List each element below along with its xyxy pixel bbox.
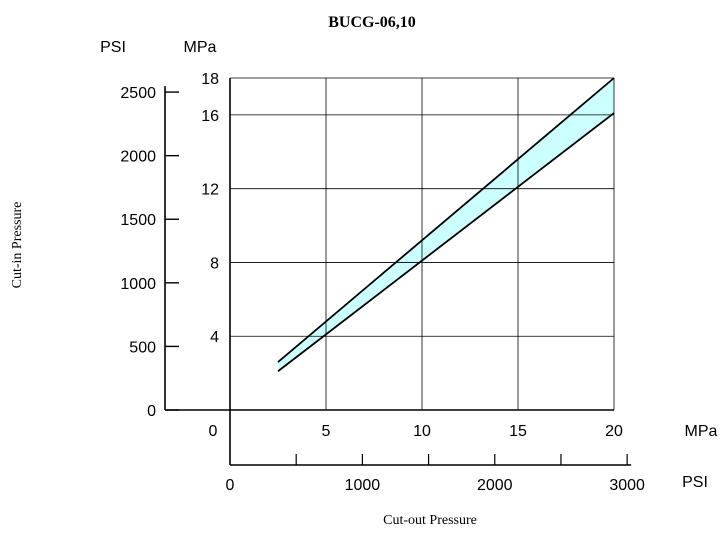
x-tick-label-mpa: 20 (605, 423, 623, 440)
x-tick-label-psi: 0 (226, 477, 235, 494)
y-tick-label-mpa: 4 (210, 329, 219, 346)
chart-title: BUCG-06,10 (328, 14, 416, 31)
y-unit-mpa: MPa (184, 39, 217, 56)
x-tick-label-psi: 2000 (477, 477, 513, 494)
y-tick-label-psi: 1500 (120, 212, 156, 229)
y-tick-label-psi: 2000 (120, 149, 156, 166)
x-tick-label-mpa: 0 (209, 423, 218, 440)
pressure-band (278, 78, 614, 372)
y-unit-psi: PSI (100, 39, 126, 56)
x-tick-label-mpa: 10 (413, 423, 431, 440)
x-tick-label-mpa: 5 (322, 423, 331, 440)
y-axis-label: Cut-in Pressure (10, 202, 25, 289)
x-tick-label-psi: 1000 (345, 477, 381, 494)
y-tick-label-psi: 0 (147, 403, 156, 420)
x-unit-psi: PSI (682, 474, 708, 491)
y-tick-label-psi: 2500 (120, 85, 156, 102)
series-line (277, 77, 615, 363)
series-line (277, 112, 615, 372)
x-unit-mpa: MPa (685, 423, 718, 440)
y-tick-label-mpa: 12 (201, 182, 219, 199)
y-tick-label-mpa: 18 (201, 71, 219, 88)
x-tick-label-mpa: 15 (509, 423, 527, 440)
x-tick-label-psi: 3000 (609, 477, 645, 494)
y-tick-label-psi: 1000 (120, 276, 156, 293)
y-tick-label-mpa: 8 (210, 255, 219, 272)
y-tick-label-mpa: 16 (201, 108, 219, 125)
y-tick-label-psi: 500 (129, 339, 156, 356)
x-axis-label: Cut-out Pressure (383, 513, 477, 528)
